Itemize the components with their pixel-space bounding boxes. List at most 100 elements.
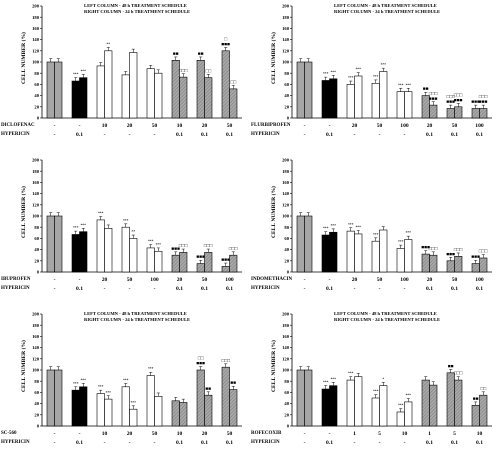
- y-tick-label: 20: [284, 104, 289, 109]
- y-tick-label: 120: [32, 48, 40, 53]
- hypericin-dose-label: -: [104, 440, 106, 446]
- chart-panel: 0 20 40 60 80 100 120 140 160 180 200- - *** *** -0.1 *…: [250, 308, 500, 462]
- hypericin-dose-label: -: [54, 132, 56, 138]
- chart-svg: 020406080100120140160180200--******-0.1*…: [282, 312, 492, 446]
- y-tick-label: 40: [284, 247, 289, 252]
- drug-dose-label: -: [54, 123, 56, 129]
- y-tick-label: 120: [282, 48, 290, 53]
- bar: [429, 254, 438, 273]
- significance-label: ■■■: [446, 252, 455, 257]
- significance-label: □□□: [454, 372, 463, 377]
- drug-dose-label: 50: [202, 277, 208, 283]
- y-tick-label: 0: [287, 424, 290, 429]
- significance-label: ***: [98, 211, 104, 217]
- bar: [454, 106, 463, 119]
- bar: [371, 82, 380, 119]
- legend-entry: LEFT COLUMN - 48 h TREATMENT SCHEDULE: [334, 3, 437, 8]
- drug-dose-label: 20: [202, 431, 208, 437]
- significance-label: ■■■: [421, 246, 430, 251]
- bar: [71, 80, 80, 119]
- drug-dose-label: 100: [150, 277, 159, 283]
- hypericin-dose-label: 0.1: [201, 132, 208, 138]
- drug-dose-label: 50: [152, 431, 158, 437]
- significance-label: ***: [355, 67, 361, 73]
- significance-label: ***: [405, 230, 411, 236]
- legend-entry: RIGHT COLUMN - 24 h TREATMENT SCHEDULE: [334, 317, 441, 322]
- legend-entry: LEFT COLUMN - 48 h TREATMENT SCHEDULE: [84, 311, 187, 316]
- y-tick-label: 200: [32, 4, 40, 9]
- drug-dose-label: 50: [377, 277, 383, 283]
- bar: [171, 400, 180, 427]
- significance-label: ***: [405, 393, 411, 399]
- significance-label: ***: [373, 389, 379, 395]
- drug-dose-label: -: [304, 123, 306, 129]
- y-tick-label: 120: [282, 202, 290, 207]
- drug-dose-label: -: [54, 277, 56, 283]
- y-tick-label: 160: [32, 26, 40, 31]
- drug-dose-label: 50: [452, 277, 458, 283]
- drug-dose-label: 10: [402, 431, 408, 437]
- y-tick-label: 160: [32, 180, 40, 185]
- significance-label: ***: [330, 223, 336, 229]
- bar: [471, 404, 480, 427]
- bar: [104, 228, 113, 273]
- bar: [71, 234, 80, 273]
- hypericin-dose-label: 0.1: [426, 440, 433, 446]
- bar: [104, 398, 113, 427]
- bar: [179, 402, 188, 427]
- hypericin-dose-label: 0.1: [201, 440, 208, 446]
- bar: [221, 366, 230, 427]
- bar: [96, 393, 105, 427]
- bar: [304, 61, 313, 119]
- hypericin-dose-label: 0.1: [226, 132, 233, 138]
- hypericin-dose-label: 0.1: [76, 132, 83, 138]
- significance-label: ***: [73, 72, 79, 78]
- drug-row-label: DICLOFENAC: [1, 123, 35, 128]
- significance-label: ■■: [173, 52, 179, 57]
- drug-dose-label: 10: [102, 123, 108, 129]
- significance-label: □□: [230, 81, 236, 86]
- hypericin-dose-label: 0.1: [476, 440, 483, 446]
- chart-svg: 020406080100120140160180200--******-0.1*…: [282, 158, 492, 292]
- bar: [129, 408, 138, 427]
- hypericin-dose-label: -: [379, 440, 381, 446]
- drug-dose-label: 100: [400, 123, 409, 129]
- hypericin-dose-label: -: [404, 132, 406, 138]
- drug-dose-label: 10: [477, 431, 483, 437]
- y-tick-label: 40: [34, 247, 39, 252]
- bar: [129, 52, 138, 119]
- y-tick-label: 80: [284, 225, 289, 230]
- hypericin-dose-label: 0.1: [476, 132, 483, 138]
- hypericin-dose-label: -: [354, 132, 356, 138]
- bar: [121, 386, 130, 427]
- bar: [379, 71, 388, 119]
- legend-entry: RIGHT COLUMN - 24 h TREATMENT SCHEDULE: [84, 317, 191, 322]
- y-axis-label: CELL NUMBER (%): [271, 186, 277, 238]
- significance-label: □□□: [429, 247, 438, 252]
- hypericin-dose-label: -: [154, 440, 156, 446]
- y-tick-label: 60: [34, 390, 39, 395]
- hypericin-row-label: HYPERICIN: [1, 286, 30, 291]
- bar: [54, 61, 63, 119]
- significance-label: ***: [73, 225, 79, 231]
- drug-dose-label: -: [79, 431, 81, 437]
- legend-entry: RIGHT COLUMN - 24 h TREATMENT SCHEDULE: [84, 9, 191, 14]
- significance-label: **: [106, 41, 110, 47]
- bar: [296, 369, 305, 427]
- drug-dose-label: 10: [102, 431, 108, 437]
- bar: [321, 388, 330, 427]
- y-tick-label: 160: [282, 26, 290, 31]
- drug-dose-label: 50: [152, 123, 158, 129]
- hypericin-dose-label: -: [104, 286, 106, 292]
- hypericin-dose-label: -: [54, 440, 56, 446]
- drug-dose-label: 10: [177, 123, 183, 129]
- hypericin-dose-label: 0.1: [326, 440, 333, 446]
- hypericin-dose-label: 0.1: [451, 440, 458, 446]
- bar: [221, 50, 230, 119]
- hypericin-dose-label: -: [304, 132, 306, 138]
- significance-label: ***: [80, 68, 86, 74]
- bar: [296, 215, 305, 273]
- y-tick-label: 60: [34, 82, 39, 87]
- bar: [229, 389, 238, 427]
- bar: [79, 231, 88, 273]
